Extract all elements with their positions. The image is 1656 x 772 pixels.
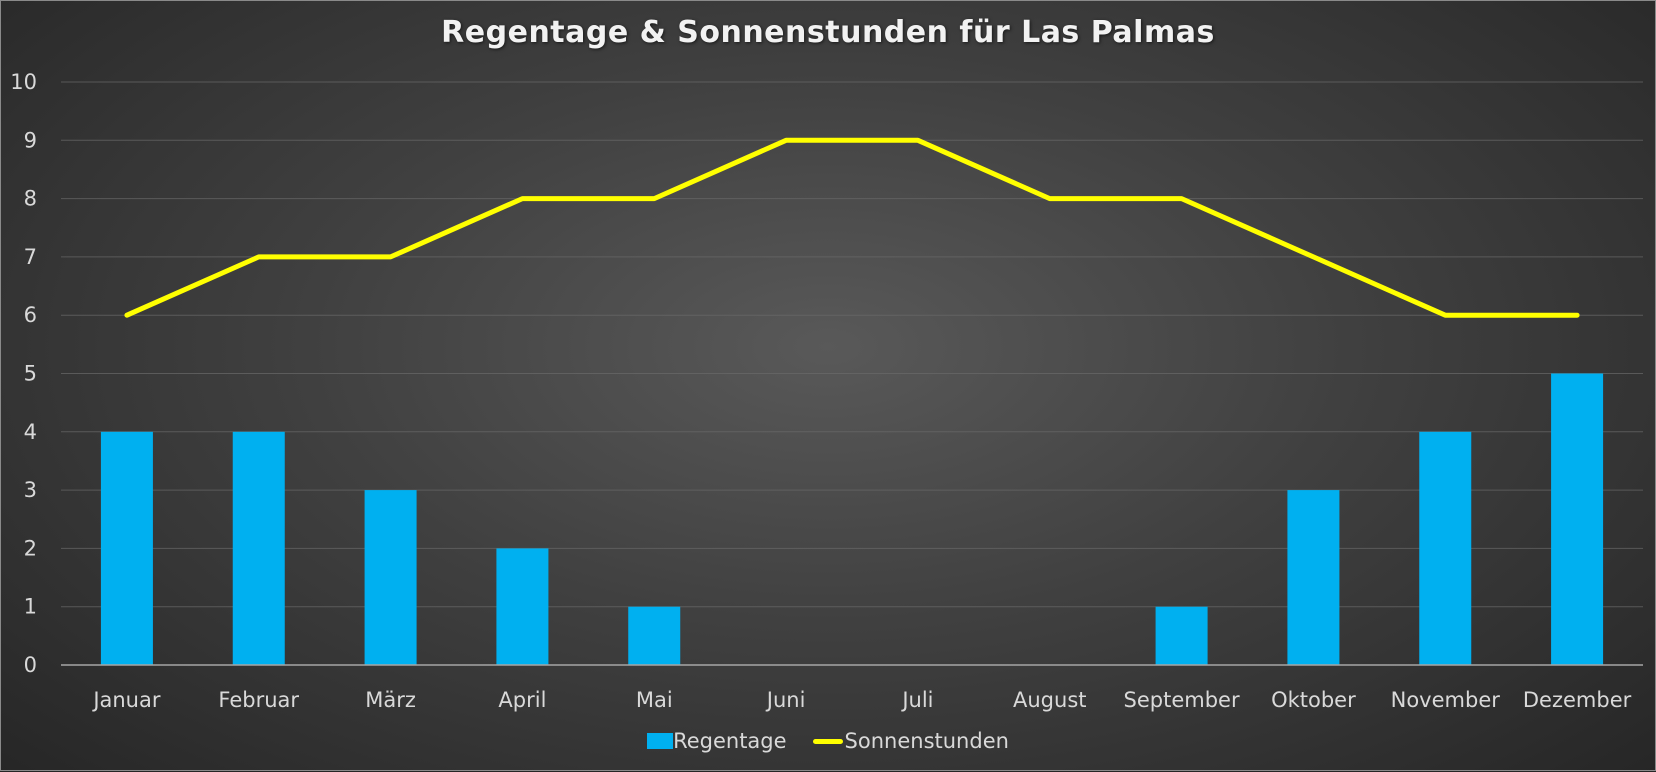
bar-dezember — [1551, 373, 1604, 665]
x-tick-label: März — [365, 688, 416, 712]
y-tick-label: 2 — [24, 536, 37, 560]
x-tick-label: November — [1391, 688, 1501, 712]
x-tick-label: Dezember — [1523, 688, 1632, 712]
legend-label-regentage: Regentage — [673, 729, 787, 753]
legend-label-sonnenstunden: Sonnenstunden — [844, 729, 1009, 753]
x-tick-label: August — [1013, 688, 1087, 712]
bar-mai — [628, 606, 681, 665]
line-swatch-icon — [812, 738, 843, 744]
bar-märz — [364, 490, 417, 665]
y-tick-label: 5 — [24, 362, 37, 386]
chart-title: Regentage & Sonnenstunden für Las Palmas — [441, 15, 1215, 50]
y-tick-label: 3 — [24, 478, 37, 502]
y-tick-label: 7 — [24, 245, 37, 269]
x-tick-label: Oktober — [1271, 688, 1356, 712]
bar-november — [1419, 431, 1472, 665]
bar-swatch-icon — [647, 733, 674, 749]
y-tick-label: 4 — [24, 420, 37, 444]
x-tick-label: Juni — [765, 688, 806, 712]
bar-februar — [232, 431, 285, 665]
y-tick-label: 1 — [24, 595, 37, 619]
bar-januar — [100, 431, 153, 665]
x-tick-label: Januar — [91, 688, 161, 712]
legend-item-regentage: Regentage — [647, 729, 787, 753]
y-tick-label: 9 — [24, 128, 37, 152]
x-tick-label: Juli — [900, 688, 933, 712]
x-tick-label: Mai — [636, 688, 673, 712]
y-tick-label: 8 — [24, 187, 37, 211]
bar-september — [1155, 606, 1208, 665]
legend: Regentage Sonnenstunden — [1, 729, 1655, 753]
x-tick-label: Februar — [218, 688, 299, 712]
bar-oktober — [1287, 490, 1340, 665]
y-tick-label: 0 — [24, 653, 37, 677]
legend-item-sonnenstunden: Sonnenstunden — [812, 729, 1009, 753]
sonnenstunden-line — [124, 137, 1580, 318]
y-tick-label: 10 — [10, 70, 37, 94]
x-tick-label: September — [1124, 688, 1240, 712]
y-tick-label: 6 — [24, 303, 37, 327]
bar-april — [496, 548, 549, 665]
x-tick-label: April — [498, 688, 546, 712]
